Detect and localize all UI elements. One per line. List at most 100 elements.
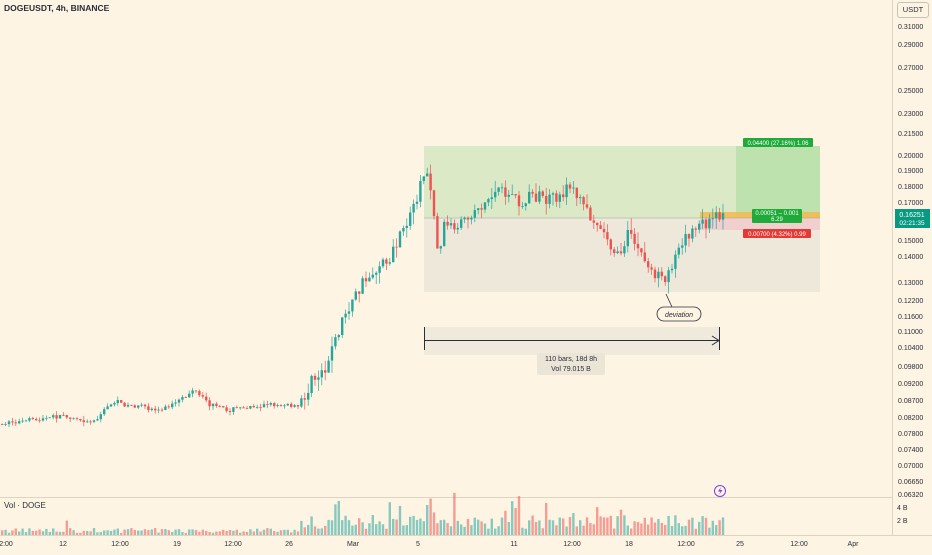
candle-body: [147, 406, 150, 410]
candle-body: [463, 217, 466, 220]
volume-bar: [164, 528, 167, 535]
volume-bar: [711, 520, 714, 535]
volume-bar: [568, 517, 572, 535]
candle-body: [28, 418, 31, 421]
candle-body: [89, 421, 92, 423]
candle-body: [517, 195, 521, 207]
volume-bar: [79, 532, 82, 535]
target-label: 0.04400 (27.16%) 1.06: [747, 141, 809, 147]
candle-body: [378, 266, 381, 273]
volume-bar: [589, 523, 592, 535]
volume-bar: [194, 530, 198, 535]
candle-body: [585, 204, 589, 208]
price-axis-label: 0.07400: [898, 447, 923, 454]
candle-body: [354, 291, 357, 300]
candle-body: [317, 377, 320, 380]
volume-bar: [279, 530, 283, 535]
candle-body: [439, 246, 442, 249]
volume-bar: [239, 532, 242, 535]
volume-bar: [177, 529, 181, 535]
volume-bar: [565, 526, 568, 535]
candle-body: [565, 184, 568, 198]
volume-bar: [324, 525, 327, 535]
price-axis-label: 0.12200: [898, 298, 923, 305]
candle-body: [133, 405, 136, 408]
time-axis-label: 12:00: [790, 541, 808, 548]
candle-body: [511, 194, 514, 195]
volume-bar: [453, 492, 456, 535]
time-axis[interactable]: 2:00 12 12:00 19 12:00 26 Mar 5 11 12:00 18 12:00 25…: [0, 541, 859, 548]
entry-badge[interactable]: [752, 209, 802, 223]
candle-body: [143, 404, 147, 407]
candle-body: [79, 419, 82, 421]
volume-bar: [354, 524, 357, 535]
volume-bar: [273, 531, 276, 535]
candle-body: [691, 228, 694, 239]
volume-bar: [456, 520, 459, 535]
candle-body: [704, 219, 708, 229]
volume-bar: [106, 530, 109, 535]
price-axis[interactable]: 0.31000 0.29000 0.27000 0.25000 0.23000 0.215…: [898, 24, 923, 499]
volume-bar: [262, 529, 266, 535]
currency-button[interactable]: USDT: [897, 2, 929, 18]
volume-bar: [317, 528, 320, 535]
candle-body: [150, 408, 153, 410]
volume-bar: [351, 525, 354, 535]
candle-body: [432, 190, 436, 217]
candle-body: [290, 403, 293, 407]
price-axis-label: 0.11600: [898, 314, 923, 321]
candle-body: [58, 414, 62, 419]
volume-bar: [650, 517, 653, 535]
volume-bar: [613, 528, 616, 535]
deviation-annotation[interactable]: deviation: [656, 293, 702, 322]
volume-bars: [1, 492, 725, 535]
volume-bar: [619, 509, 623, 535]
candle-body: [718, 212, 721, 220]
volume-bar: [154, 528, 157, 535]
volume-bar: [167, 530, 170, 535]
volume-bar: [208, 532, 211, 535]
candle-body: [643, 252, 646, 262]
volume-bar: [592, 524, 595, 535]
volume-bar: [28, 528, 31, 535]
candle-body: [109, 404, 113, 407]
volume-bar: [375, 524, 378, 535]
candle-body: [99, 414, 102, 420]
candle-body: [711, 218, 714, 220]
stop-badge[interactable]: [743, 229, 811, 238]
candle-body: [579, 197, 582, 199]
volume-bar: [245, 531, 249, 535]
volume-bar: [75, 532, 79, 535]
lightning-icon[interactable]: [714, 485, 726, 497]
candle-body: [215, 403, 218, 406]
volume-bar: [157, 532, 160, 535]
candle-body: [436, 216, 439, 249]
volume-bar: [58, 531, 62, 535]
candle-body: [174, 402, 177, 404]
volume-bar: [541, 528, 544, 535]
symbol-title[interactable]: DOGEUSDT, 4h, BINANCE: [4, 3, 110, 13]
volume-bar: [330, 520, 334, 535]
volume-bar: [286, 529, 289, 535]
volume-bar: [126, 529, 130, 535]
volume-pane-title[interactable]: Vol · DOGE: [4, 501, 46, 510]
volume-bar: [201, 529, 204, 535]
candle-body: [582, 197, 585, 205]
target-badge[interactable]: [743, 138, 813, 147]
last-price-value: 0.16251: [899, 212, 924, 219]
volume-bar: [548, 519, 551, 535]
time-axis-label: 11: [510, 541, 517, 548]
candle-body: [562, 194, 565, 198]
volume-bar: [677, 523, 680, 535]
candle-body: [130, 404, 133, 406]
candle-body: [412, 203, 415, 213]
volume-bar: [487, 528, 490, 535]
range-tool[interactable]: 110 bars, 18d 8h Vol 79.015 B: [424, 327, 720, 375]
volume-bar: [41, 531, 45, 535]
candle-body: [497, 187, 500, 192]
candle-body: [422, 176, 425, 181]
volume-bar: [415, 519, 419, 535]
candle-body: [126, 404, 130, 407]
